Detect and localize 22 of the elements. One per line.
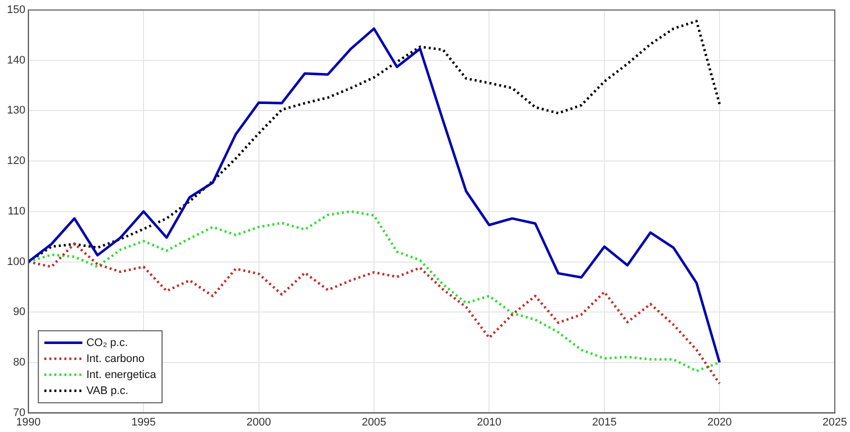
line-series xyxy=(28,242,721,385)
x-tick-label: 1995 xyxy=(131,416,156,428)
legend-label: Int. carbono xyxy=(86,352,144,365)
y-tick-label: 150 xyxy=(6,4,26,16)
y-tick-label: 100 xyxy=(6,256,26,268)
legend-label: Int. energetica xyxy=(86,368,157,381)
x-tick-label: 1990 xyxy=(16,416,41,428)
x-tick-label: 2025 xyxy=(822,416,848,428)
y-tick-label: 80 xyxy=(13,356,26,368)
y-tick-label: 70 xyxy=(13,406,26,419)
legend-label: VAB p.c. xyxy=(86,384,128,397)
legend-label: CO₂ p.c. xyxy=(86,336,128,349)
x-tick-label: 2000 xyxy=(246,416,271,428)
y-tick-label: 130 xyxy=(6,104,26,117)
y-tick-label: 120 xyxy=(6,155,26,168)
x-tick-label: 2010 xyxy=(476,416,502,428)
x-tick-label: 2005 xyxy=(362,416,386,428)
x-tick-label: 2015 xyxy=(592,416,617,428)
y-tick-label: 140 xyxy=(6,54,26,66)
y-tick-label: 90 xyxy=(13,306,26,318)
x-tick-label: 2020 xyxy=(707,416,732,428)
y-tick-label: 110 xyxy=(8,205,26,218)
